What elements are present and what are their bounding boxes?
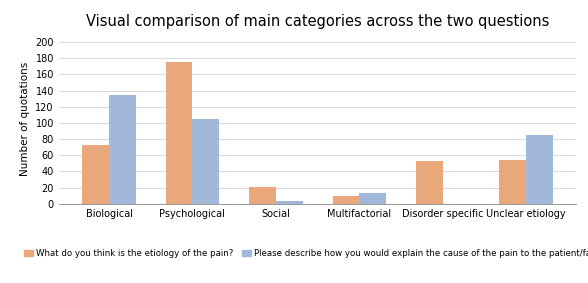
Legend: What do you think is the etiology of the pain?, Please describe how you would ex: What do you think is the etiology of the… <box>21 245 588 261</box>
Bar <box>249 187 276 204</box>
Bar <box>499 160 526 204</box>
Bar <box>359 193 386 204</box>
Bar <box>109 95 136 204</box>
Title: Visual comparison of main categories across the two questions: Visual comparison of main categories acr… <box>86 14 549 29</box>
Bar <box>166 62 192 204</box>
Bar <box>526 135 553 204</box>
Bar <box>416 161 443 204</box>
Bar <box>192 119 219 204</box>
Bar <box>333 196 359 204</box>
Bar <box>276 201 302 204</box>
Bar <box>82 145 109 204</box>
Y-axis label: Number of quotations: Number of quotations <box>20 62 30 176</box>
